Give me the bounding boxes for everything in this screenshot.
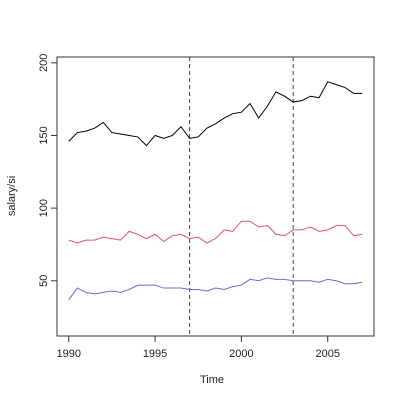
plot-box (56, 56, 375, 337)
series-line (68, 220, 363, 244)
series-line (68, 277, 363, 300)
y-axis-label: salary/si (6, 176, 18, 216)
x-tick-label: 2005 (315, 348, 339, 360)
y-tick-label: 100 (38, 199, 50, 217)
y-tick-label: 50 (38, 275, 50, 287)
x-tick-label: 1990 (56, 348, 80, 360)
x-tick-label: 2000 (229, 348, 253, 360)
x-tick-label: 1995 (143, 348, 167, 360)
y-tick-label: 150 (38, 126, 50, 144)
series-line (68, 81, 363, 147)
y-tick-label: 200 (38, 54, 50, 72)
x-axis-label: Time (200, 374, 224, 386)
